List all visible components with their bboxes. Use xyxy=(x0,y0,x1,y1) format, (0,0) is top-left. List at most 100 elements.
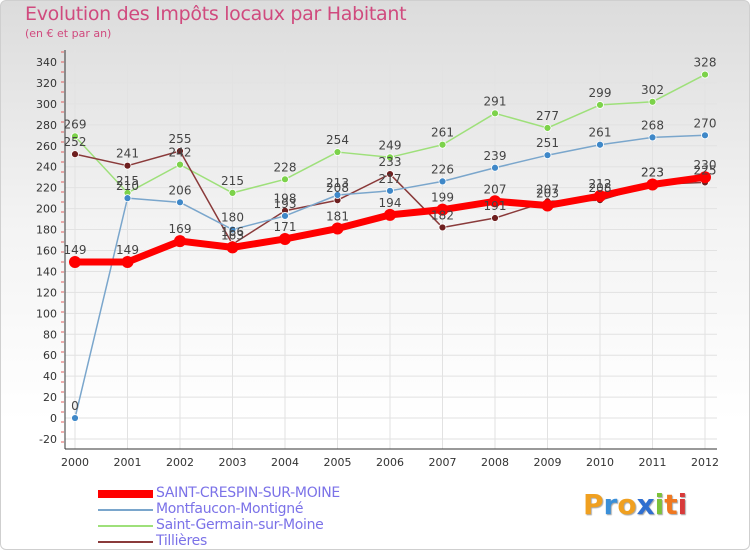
data-point xyxy=(71,150,79,159)
data-point xyxy=(71,414,79,422)
data-point xyxy=(281,212,289,220)
data-label: 249 xyxy=(379,138,402,152)
data-label: 181 xyxy=(326,210,349,224)
data-point xyxy=(228,189,237,197)
x-tick-label: 2003 xyxy=(219,456,247,469)
data-point xyxy=(226,241,239,254)
data-point xyxy=(279,232,291,245)
data-point xyxy=(541,199,554,212)
data-label: 254 xyxy=(326,133,349,147)
data-point xyxy=(386,186,394,195)
chart-title: Evolution des Impôts locaux par Habitant xyxy=(25,3,407,25)
y-tick-label: 20 xyxy=(43,391,57,404)
data-point xyxy=(491,214,499,222)
logo-letter: i xyxy=(654,488,665,521)
y-tick-label: 160 xyxy=(36,245,57,258)
x-tick-label: 2002 xyxy=(166,456,194,469)
data-point xyxy=(596,140,604,149)
data-label: 207 xyxy=(484,182,507,196)
data-point xyxy=(646,178,659,191)
data-point xyxy=(438,140,447,149)
data-label: 215 xyxy=(116,174,139,188)
data-label: 299 xyxy=(589,86,612,100)
data-point xyxy=(701,70,709,79)
y-tick-label: 200 xyxy=(36,203,57,216)
data-label: 269 xyxy=(64,117,87,131)
y-tick-label: 80 xyxy=(43,328,57,341)
data-point xyxy=(543,124,552,132)
legend-swatch xyxy=(98,525,153,527)
x-tick-label: 2012 xyxy=(691,456,719,469)
data-label: 169 xyxy=(169,222,192,236)
data-label: 252 xyxy=(64,135,87,149)
x-tick-label: 2005 xyxy=(324,456,352,469)
data-label: 182 xyxy=(431,208,454,222)
x-tick-label: 2007 xyxy=(429,456,457,469)
x-tick-label: 2004 xyxy=(271,456,299,469)
logo-letter: x xyxy=(636,488,655,521)
y-tick-label: 300 xyxy=(36,98,57,111)
logo-letter: t xyxy=(664,488,678,521)
data-label: 223 xyxy=(641,166,664,180)
y-tick-label: 60 xyxy=(43,349,57,362)
data-label: 261 xyxy=(589,126,612,140)
data-point xyxy=(121,256,134,269)
data-label: 217 xyxy=(379,172,402,186)
data-point xyxy=(491,163,499,172)
data-label: 163 xyxy=(221,228,244,242)
data-point xyxy=(436,203,449,216)
data-label: 302 xyxy=(641,83,664,97)
x-tick-label: 2010 xyxy=(586,456,614,469)
y-tick-label: 340 xyxy=(36,56,57,69)
data-point xyxy=(699,171,711,184)
data-label: 193 xyxy=(274,197,297,211)
data-label: 255 xyxy=(169,132,192,146)
data-label: 225 xyxy=(694,163,717,177)
y-tick-label: 120 xyxy=(36,286,57,299)
data-label: 228 xyxy=(274,160,297,174)
data-point xyxy=(176,198,184,207)
data-label: 210 xyxy=(116,179,139,193)
data-label: 149 xyxy=(64,243,87,257)
data-point xyxy=(384,208,396,221)
data-point xyxy=(543,151,552,160)
y-tick-label: 180 xyxy=(36,224,57,237)
data-label: 291 xyxy=(484,94,507,108)
data-point xyxy=(489,195,501,208)
logo-letter: i xyxy=(677,488,688,521)
y-tick-label: 100 xyxy=(36,307,57,320)
legend-label: Montfaucon-Montigné xyxy=(156,501,304,517)
data-point xyxy=(228,225,237,234)
data-label: 180 xyxy=(221,211,244,225)
data-label: 206 xyxy=(169,183,192,197)
data-point xyxy=(331,222,344,235)
data-label: 226 xyxy=(431,162,454,176)
x-tick-label: 2006 xyxy=(376,456,404,469)
data-label: 241 xyxy=(116,147,139,161)
data-point xyxy=(648,133,657,142)
data-label: 149 xyxy=(116,243,139,257)
data-point xyxy=(69,256,81,269)
y-tick-label: 280 xyxy=(36,119,57,132)
x-tick-label: 2008 xyxy=(481,456,509,469)
x-tick-label: 2011 xyxy=(639,456,667,469)
y-tick-label: 320 xyxy=(36,77,57,90)
data-label: 213 xyxy=(326,176,349,190)
data-label: 277 xyxy=(536,109,559,123)
data-point xyxy=(333,148,342,156)
data-point xyxy=(333,191,342,199)
y-tick-label: 0 xyxy=(50,412,57,425)
x-tick-label: 2000 xyxy=(61,456,89,469)
logo-letter: r xyxy=(603,488,618,521)
data-label: 166 xyxy=(221,225,244,239)
data-label: 203 xyxy=(536,186,559,200)
data-point xyxy=(71,132,79,141)
data-label: 270 xyxy=(694,116,717,130)
data-label: 171 xyxy=(274,220,297,234)
data-point xyxy=(386,170,394,178)
data-label: 230 xyxy=(694,158,717,172)
data-point xyxy=(386,153,394,162)
data-label: 261 xyxy=(431,126,454,140)
legend-label: Tillières xyxy=(156,533,207,549)
